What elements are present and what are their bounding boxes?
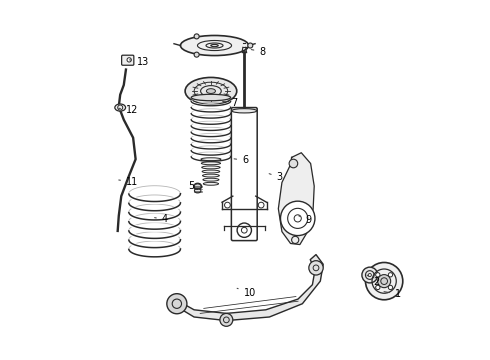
FancyBboxPatch shape — [231, 108, 257, 240]
Ellipse shape — [195, 189, 201, 193]
Ellipse shape — [194, 183, 201, 190]
Circle shape — [376, 273, 380, 277]
Circle shape — [167, 294, 187, 314]
Polygon shape — [176, 255, 323, 320]
Ellipse shape — [206, 89, 216, 94]
Text: 5: 5 — [188, 181, 196, 192]
Ellipse shape — [203, 183, 219, 185]
Ellipse shape — [203, 178, 219, 181]
Ellipse shape — [115, 104, 125, 111]
Circle shape — [127, 58, 131, 62]
Text: 3: 3 — [269, 172, 283, 182]
FancyBboxPatch shape — [122, 55, 134, 65]
Circle shape — [194, 34, 199, 39]
Text: 2: 2 — [367, 275, 380, 287]
Text: 10: 10 — [237, 288, 256, 298]
Circle shape — [220, 314, 233, 326]
Circle shape — [280, 201, 315, 235]
Circle shape — [289, 159, 298, 168]
Circle shape — [376, 285, 380, 289]
Ellipse shape — [202, 166, 220, 169]
Circle shape — [388, 285, 392, 289]
Circle shape — [248, 43, 253, 48]
Text: 6: 6 — [234, 155, 248, 165]
Circle shape — [388, 273, 392, 277]
Circle shape — [309, 261, 323, 275]
Text: 4: 4 — [155, 215, 168, 224]
Text: 1: 1 — [384, 289, 401, 299]
Text: 9: 9 — [299, 215, 311, 225]
Ellipse shape — [185, 77, 237, 105]
Ellipse shape — [202, 174, 220, 177]
Circle shape — [194, 52, 199, 57]
Ellipse shape — [180, 36, 248, 55]
Text: 11: 11 — [119, 177, 138, 187]
Text: 13: 13 — [129, 57, 149, 67]
Ellipse shape — [211, 44, 218, 47]
Text: 8: 8 — [251, 46, 266, 57]
Ellipse shape — [201, 158, 221, 161]
Ellipse shape — [201, 162, 220, 165]
Ellipse shape — [191, 94, 231, 101]
Ellipse shape — [202, 170, 220, 173]
Ellipse shape — [232, 109, 257, 113]
Text: 12: 12 — [119, 105, 138, 115]
Text: 7: 7 — [222, 98, 238, 108]
Polygon shape — [278, 153, 314, 244]
Circle shape — [362, 267, 378, 283]
Circle shape — [366, 262, 403, 300]
Circle shape — [378, 275, 391, 288]
